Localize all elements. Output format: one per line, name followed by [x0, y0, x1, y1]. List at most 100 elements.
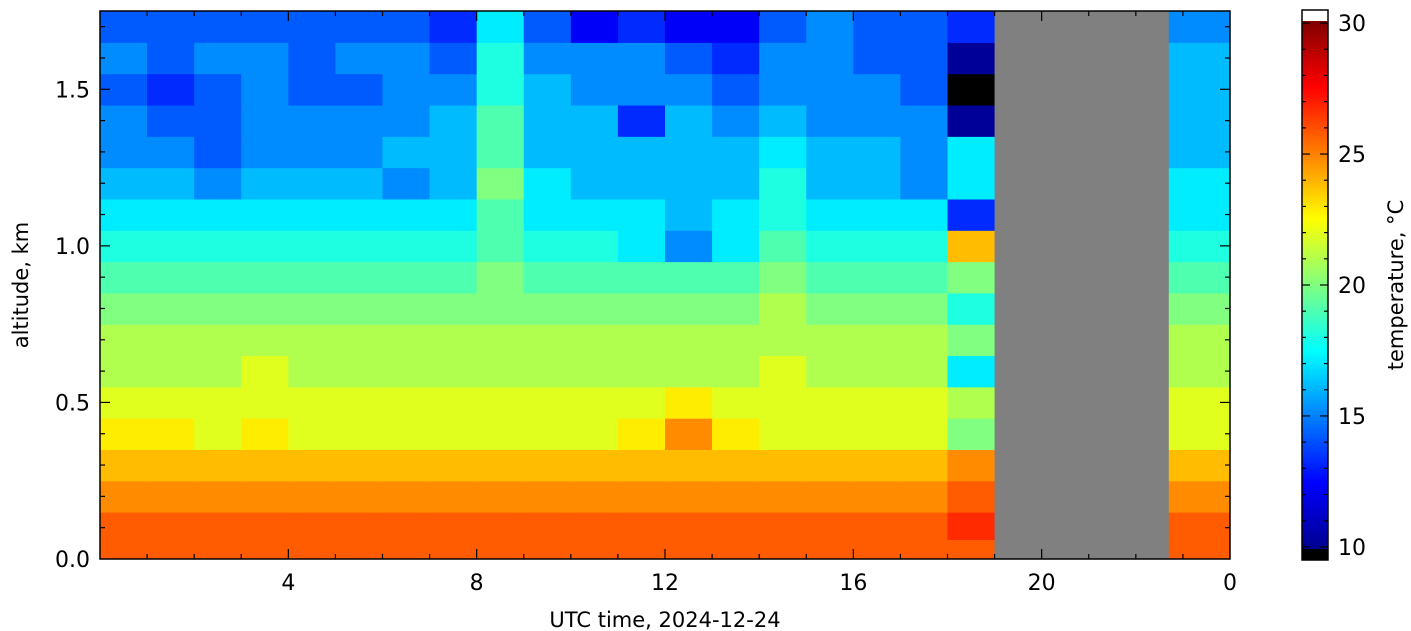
heatmap-cell	[429, 261, 478, 294]
heatmap-cell	[665, 539, 713, 559]
x-tick-label: 0	[1223, 571, 1237, 596]
y-axis-ticks: 0.0 0.5 1.0 1.5	[55, 26, 1230, 573]
heatmap-cell	[100, 324, 148, 357]
colorbar-tick-label: 10	[1338, 536, 1366, 561]
heatmap-cell	[382, 167, 431, 200]
heatmap-cell	[194, 449, 242, 482]
heatmap-cell	[523, 386, 572, 419]
heatmap-cell	[712, 167, 760, 200]
heatmap-cell	[759, 449, 807, 482]
heatmap-cell	[147, 449, 195, 482]
heatmap-cell	[382, 11, 431, 43]
heatmap-cell	[665, 512, 713, 541]
heatmap-cell	[100, 136, 148, 169]
heatmap-cell	[476, 136, 525, 169]
heatmap-cell	[335, 355, 384, 388]
heatmap-cell	[570, 198, 619, 231]
heatmap-cell	[900, 104, 949, 137]
heatmap-cell	[806, 73, 854, 106]
heatmap-cell	[759, 539, 807, 559]
heatmap-cell	[759, 11, 807, 43]
colorbar-tick-label: 15	[1338, 405, 1366, 430]
heatmap-cell	[335, 418, 384, 450]
heatmap-cell	[476, 292, 525, 325]
heatmap-cell	[900, 42, 949, 75]
heatmap-cell	[759, 104, 807, 137]
heatmap-cell	[382, 539, 431, 559]
heatmap-cell	[665, 480, 713, 513]
heatmap-cell	[853, 386, 902, 419]
heatmap-cell	[617, 480, 666, 513]
heatmap-cell	[523, 512, 572, 541]
heatmap-cell	[570, 449, 619, 482]
heatmap-cell	[617, 73, 666, 106]
heatmap-cell	[476, 104, 525, 137]
heatmap-cell	[382, 386, 431, 419]
heatmap-cell	[759, 386, 807, 419]
heatmap-cell	[853, 42, 902, 75]
heatmap-cell	[617, 11, 666, 43]
heatmap-cell	[241, 42, 289, 75]
heatmap-cell	[759, 230, 807, 263]
colorbar-label: temperature, °C	[1384, 200, 1408, 371]
heatmap-cell	[712, 136, 760, 169]
heatmap-cell	[147, 104, 195, 137]
heatmap-cell	[147, 324, 195, 357]
heatmap-cell	[147, 42, 195, 75]
heatmap-cell	[147, 512, 195, 541]
heatmap-cell	[335, 42, 384, 75]
heatmap-cell	[806, 136, 854, 169]
heatmap-cell	[194, 104, 242, 137]
heatmap-cell	[617, 261, 666, 294]
heatmap-cell	[241, 355, 289, 388]
heatmap-cell	[665, 104, 713, 137]
heatmap-cell	[476, 11, 525, 43]
heatmap-cell	[617, 198, 666, 231]
heatmap-cell	[712, 292, 760, 325]
heatmap-cell	[288, 292, 337, 325]
heatmap-cell	[665, 198, 713, 231]
heatmap-cell	[806, 230, 854, 263]
heatmap-cell	[147, 198, 195, 231]
heatmap-cell	[288, 324, 337, 357]
heatmap-cell	[288, 42, 337, 75]
heatmap-cell	[335, 261, 384, 294]
heatmap-cell	[194, 261, 242, 294]
heatmap-cell	[288, 355, 337, 388]
missing-data-region	[994, 11, 1169, 559]
x-tick-label: 4	[281, 571, 295, 596]
heatmap-cell	[900, 449, 949, 482]
heatmap-cell	[194, 355, 242, 388]
heatmap-cell	[288, 73, 337, 106]
heatmap-cell	[570, 355, 619, 388]
heatmap-cell	[288, 261, 337, 294]
heatmap-cell	[853, 136, 902, 169]
heatmap-cell	[100, 11, 148, 43]
heatmap-cell	[429, 355, 478, 388]
heatmap-cell	[617, 386, 666, 419]
heatmap-cell	[759, 167, 807, 200]
heatmap-cell	[759, 198, 807, 231]
heatmap-cell	[241, 11, 289, 43]
heatmap-cell	[429, 198, 478, 231]
heatmap-cell	[759, 324, 807, 357]
heatmap-cell	[523, 198, 572, 231]
heatmap-cell	[382, 230, 431, 263]
heatmap-cell	[288, 167, 337, 200]
heatmap-cell	[429, 136, 478, 169]
heatmap-cell	[476, 449, 525, 482]
heatmap-cell	[476, 324, 525, 357]
heatmap-cell	[806, 11, 854, 43]
heatmap-cell	[900, 292, 949, 325]
heatmap-cell	[288, 104, 337, 137]
y-tick-label: 0.0	[55, 548, 90, 573]
heatmap-cell	[241, 324, 289, 357]
heatmap-cell	[241, 386, 289, 419]
heatmap-cell	[806, 539, 854, 559]
heatmap-cell	[194, 136, 242, 169]
heatmap-cell	[806, 198, 854, 231]
heatmap-cell	[100, 418, 148, 450]
heatmap-cell	[853, 167, 902, 200]
heatmap-cell	[476, 42, 525, 75]
heatmap-cell	[100, 355, 148, 388]
